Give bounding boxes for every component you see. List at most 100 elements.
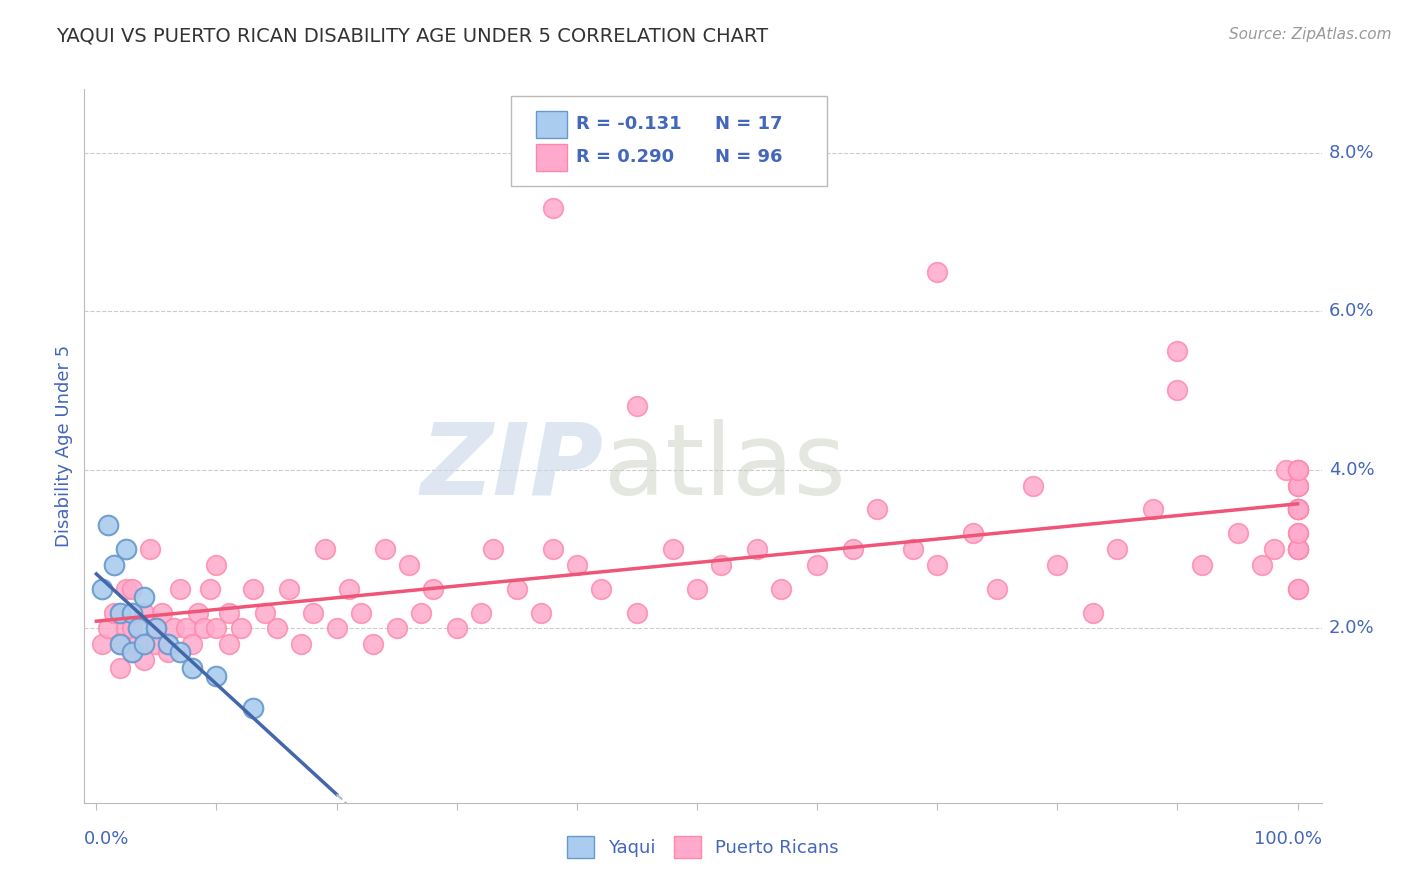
Point xyxy=(745,542,768,557)
Point xyxy=(229,621,252,635)
Point xyxy=(325,621,347,635)
Point xyxy=(1286,502,1309,516)
Point xyxy=(409,606,432,620)
Point xyxy=(110,661,132,675)
Point xyxy=(121,621,143,635)
Point xyxy=(1286,478,1309,492)
Point xyxy=(1286,478,1309,492)
Point xyxy=(103,558,125,572)
Point xyxy=(1166,384,1188,398)
Point xyxy=(662,542,685,557)
Point xyxy=(97,518,120,533)
Point xyxy=(110,606,132,620)
Text: 6.0%: 6.0% xyxy=(1329,302,1374,320)
Point xyxy=(710,558,733,572)
Point xyxy=(374,542,396,557)
Text: 4.0%: 4.0% xyxy=(1329,461,1374,479)
Text: 0.0%: 0.0% xyxy=(84,830,129,847)
Point xyxy=(1286,542,1309,557)
Point xyxy=(565,558,588,572)
Point xyxy=(145,621,167,635)
Point xyxy=(115,542,138,557)
Text: atlas: atlas xyxy=(605,419,845,516)
Text: ZIP: ZIP xyxy=(420,419,605,516)
Point xyxy=(205,558,228,572)
Point xyxy=(1142,502,1164,516)
Point xyxy=(1286,542,1309,557)
Point xyxy=(541,542,564,557)
Point xyxy=(1286,526,1309,541)
Point xyxy=(1166,343,1188,358)
Point xyxy=(1022,478,1045,492)
Point xyxy=(181,661,204,675)
Point xyxy=(385,621,408,635)
Text: 2.0%: 2.0% xyxy=(1329,619,1374,638)
Point xyxy=(806,558,828,572)
Point xyxy=(205,669,228,683)
Point xyxy=(927,558,949,572)
Point xyxy=(1286,463,1309,477)
Point xyxy=(1286,542,1309,557)
Point xyxy=(139,542,162,557)
Point xyxy=(301,606,323,620)
Point xyxy=(127,637,149,651)
Y-axis label: Disability Age Under 5: Disability Age Under 5 xyxy=(55,345,73,547)
Point xyxy=(1046,558,1069,572)
Text: N = 96: N = 96 xyxy=(716,148,783,167)
Point xyxy=(506,582,529,596)
Point xyxy=(1286,582,1309,596)
Point xyxy=(121,582,143,596)
Point xyxy=(176,621,198,635)
Point xyxy=(446,621,468,635)
Point xyxy=(277,582,299,596)
Point xyxy=(1286,463,1309,477)
Point xyxy=(110,637,132,651)
Point xyxy=(986,582,1008,596)
Point xyxy=(626,400,648,414)
Point xyxy=(842,542,865,557)
Point xyxy=(1286,502,1309,516)
FancyBboxPatch shape xyxy=(512,96,827,186)
Point xyxy=(169,582,191,596)
Point xyxy=(134,637,156,651)
Point xyxy=(91,582,114,596)
Point xyxy=(242,700,264,714)
Point xyxy=(398,558,420,572)
Point xyxy=(1226,526,1249,541)
Point xyxy=(866,502,889,516)
Point xyxy=(337,582,360,596)
Point xyxy=(1191,558,1213,572)
Point xyxy=(1250,558,1272,572)
Point xyxy=(422,582,444,596)
Legend: Yaqui, Puerto Ricans: Yaqui, Puerto Ricans xyxy=(560,829,846,865)
Point xyxy=(218,637,240,651)
Point xyxy=(1263,542,1285,557)
Point xyxy=(103,606,125,620)
Point xyxy=(187,606,209,620)
Point xyxy=(361,637,384,651)
Point xyxy=(181,637,204,651)
Point xyxy=(1286,502,1309,516)
Point xyxy=(1286,502,1309,516)
Point xyxy=(157,645,180,659)
Point xyxy=(193,621,215,635)
Point xyxy=(127,621,149,635)
Point xyxy=(1286,582,1309,596)
Point xyxy=(205,621,228,635)
Text: R = 0.290: R = 0.290 xyxy=(575,148,673,167)
Point xyxy=(134,653,156,667)
Point xyxy=(145,621,167,635)
Point xyxy=(1286,463,1309,477)
Point xyxy=(110,637,132,651)
Text: R = -0.131: R = -0.131 xyxy=(575,115,681,134)
Text: 8.0%: 8.0% xyxy=(1329,144,1374,161)
Text: N = 17: N = 17 xyxy=(716,115,783,134)
Point xyxy=(1286,502,1309,516)
Point xyxy=(530,606,553,620)
Point xyxy=(962,526,984,541)
Point xyxy=(200,582,222,596)
Point xyxy=(350,606,373,620)
Point xyxy=(218,606,240,620)
Point xyxy=(163,621,186,635)
Point xyxy=(242,582,264,596)
